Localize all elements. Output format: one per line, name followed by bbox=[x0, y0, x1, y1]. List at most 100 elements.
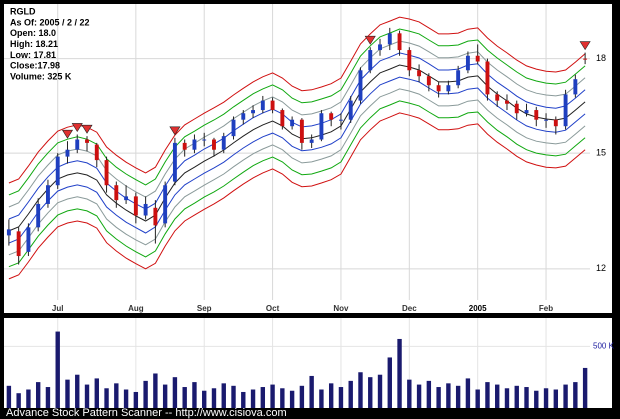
volume-bar bbox=[407, 379, 412, 408]
volume-bar bbox=[221, 383, 226, 408]
volume-bar bbox=[182, 387, 187, 408]
candle-body bbox=[553, 119, 558, 127]
volume-bar bbox=[397, 338, 402, 408]
volume-bar bbox=[45, 387, 51, 408]
volume-bar bbox=[543, 388, 549, 408]
x-tick-label: Dec bbox=[402, 304, 417, 313]
candle-body bbox=[182, 142, 187, 150]
x-tick-label: Oct bbox=[266, 304, 280, 313]
volume-bar bbox=[16, 393, 21, 408]
candle-body bbox=[475, 55, 480, 62]
candle-body bbox=[280, 110, 285, 127]
volume-bar bbox=[553, 389, 559, 408]
volume-bar bbox=[465, 378, 471, 408]
candle-body bbox=[338, 119, 343, 121]
volume-bar bbox=[319, 389, 324, 408]
candle-body bbox=[583, 58, 588, 60]
candle-body bbox=[202, 139, 207, 141]
candle-body bbox=[6, 229, 11, 236]
envelope-line bbox=[8, 16, 586, 184]
candle-body bbox=[45, 185, 50, 204]
volume-bar bbox=[514, 385, 519, 408]
candle-body bbox=[309, 139, 314, 143]
envelope-line bbox=[8, 112, 586, 280]
candle-body bbox=[16, 231, 21, 257]
candle-body bbox=[505, 100, 509, 104]
candle-body bbox=[172, 142, 177, 182]
info-line: Volume: 325 K bbox=[10, 71, 72, 81]
volume-bar bbox=[416, 384, 422, 408]
signal-marker bbox=[169, 126, 181, 136]
volume-bar bbox=[75, 374, 80, 408]
volume-bar bbox=[299, 385, 305, 408]
volume-bar bbox=[202, 390, 207, 408]
candle-body bbox=[94, 144, 99, 161]
candle-body bbox=[133, 196, 138, 216]
volume-bar bbox=[504, 388, 510, 408]
candle-body bbox=[221, 136, 226, 150]
volume-bar bbox=[534, 390, 539, 408]
info-line: Close:17.98 bbox=[10, 61, 60, 71]
candle-body bbox=[387, 33, 392, 45]
volume-bar bbox=[495, 384, 500, 408]
x-tick-label: Nov bbox=[333, 304, 349, 313]
envelope-line bbox=[8, 28, 586, 196]
volume-bar bbox=[348, 380, 353, 408]
candle-body bbox=[251, 110, 256, 114]
candle-body bbox=[407, 50, 412, 71]
info-line: High: 18.21 bbox=[10, 39, 58, 49]
volume-bar bbox=[6, 385, 12, 408]
volume-bar bbox=[387, 357, 392, 408]
info-line: Low: 17.81 bbox=[10, 50, 56, 60]
volume-bar bbox=[260, 387, 266, 408]
signal-marker bbox=[71, 123, 83, 133]
volume-bar bbox=[524, 387, 529, 408]
volume-bar bbox=[153, 373, 158, 408]
candle-body bbox=[114, 185, 119, 201]
candle-body bbox=[212, 139, 216, 150]
volume-bar bbox=[455, 385, 461, 408]
volume-bar bbox=[573, 382, 578, 408]
candle-body bbox=[485, 61, 490, 95]
price-bars bbox=[6, 27, 591, 265]
volume-bar bbox=[280, 388, 285, 408]
y-tick-label: 12 bbox=[596, 263, 606, 273]
signal-marker bbox=[81, 124, 93, 134]
candle-body bbox=[348, 100, 353, 120]
volume-bar bbox=[55, 331, 60, 408]
candle-body bbox=[299, 119, 304, 143]
candle-body bbox=[55, 156, 60, 186]
volume-bar bbox=[123, 389, 129, 408]
candle-body bbox=[319, 113, 324, 140]
candle-body bbox=[495, 94, 500, 101]
volume-bar bbox=[94, 378, 99, 408]
candle-body bbox=[446, 85, 451, 92]
signal-marker bbox=[61, 129, 74, 139]
volume-tick-label: 500 K bbox=[593, 341, 615, 350]
volume-bar bbox=[192, 382, 197, 408]
volume-bar bbox=[211, 388, 217, 408]
volume-bar bbox=[328, 383, 334, 408]
candle-body bbox=[163, 185, 168, 224]
y-tick-label: 18 bbox=[596, 53, 606, 63]
candle-body bbox=[75, 139, 80, 150]
candle-body bbox=[124, 196, 129, 201]
x-tick-label: 2005 bbox=[469, 304, 487, 313]
x-tick-label: Jul bbox=[52, 304, 64, 313]
envelope-line bbox=[8, 76, 586, 244]
volume-bar bbox=[436, 387, 441, 408]
volume-bar bbox=[358, 372, 363, 408]
candle-body bbox=[329, 113, 334, 120]
volume-bar bbox=[172, 377, 178, 408]
candle-body bbox=[85, 139, 89, 143]
volume-bar bbox=[309, 375, 314, 408]
info-line: Open: 18.0 bbox=[10, 28, 56, 38]
volume-bar bbox=[377, 374, 383, 408]
candle-body bbox=[231, 119, 236, 137]
x-tick-label: Sep bbox=[197, 304, 212, 313]
candle-body bbox=[573, 79, 578, 95]
ticker: RGLD bbox=[10, 6, 36, 16]
candle-body bbox=[534, 110, 539, 120]
candle-body bbox=[153, 207, 158, 226]
